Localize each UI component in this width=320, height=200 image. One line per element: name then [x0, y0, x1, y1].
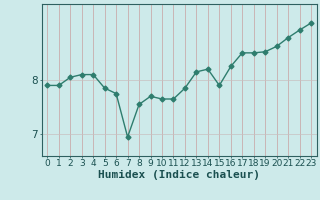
X-axis label: Humidex (Indice chaleur): Humidex (Indice chaleur)	[98, 170, 260, 180]
